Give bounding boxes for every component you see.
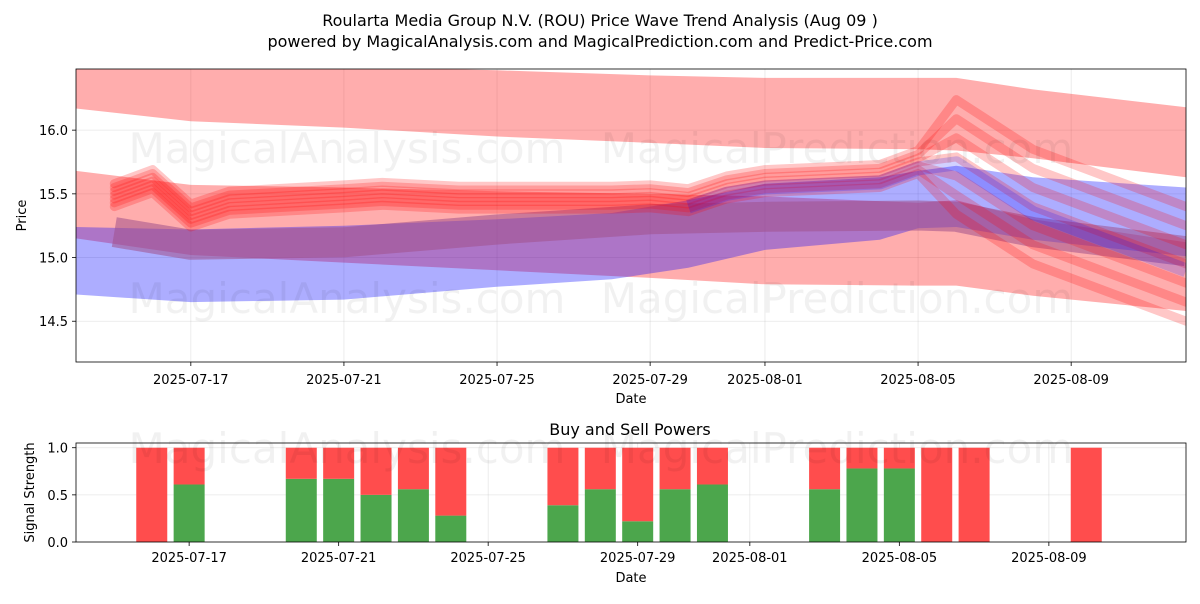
- sell-bar: [696, 447, 728, 485]
- x-tick-label: 2025-07-25: [450, 551, 526, 566]
- sell-bar: [285, 447, 317, 479]
- x-tick-label: 2025-07-17: [153, 373, 229, 388]
- sell-bar: [173, 447, 205, 485]
- y-axis-label: Price: [15, 200, 30, 232]
- trend-line: [109, 152, 1186, 269]
- buy-bar: [397, 489, 429, 542]
- sell-bar: [136, 447, 168, 542]
- sell-bar: [622, 447, 654, 522]
- price-panel: 2025-07-17 2025-07-21 2025-07-25 2025-07-29…: [15, 68, 1187, 407]
- y-tick-label: 14.5: [39, 315, 68, 330]
- sell-bar: [323, 447, 355, 479]
- sell-bar: [360, 447, 392, 495]
- x-tick-label: 2025-08-01: [712, 551, 788, 566]
- sell-bar: [584, 447, 616, 490]
- sell-bar: [809, 447, 841, 490]
- y-axis-label: Signal Strength: [23, 442, 38, 542]
- y-tick-label: 1.0: [47, 442, 68, 457]
- buy-bar: [584, 489, 616, 542]
- buy-bar: [435, 515, 467, 542]
- x-tick-label: 2025-07-21: [306, 373, 382, 388]
- buy-bar: [622, 521, 654, 542]
- watermark-text: MagicalPrediction.com: [601, 424, 1074, 473]
- y-tick-label: 15.0: [39, 252, 68, 267]
- price-bands: [76, 69, 1186, 326]
- x-tick-label: 2025-07-29: [612, 373, 688, 388]
- buy-bar: [285, 478, 317, 542]
- buy-bar: [883, 468, 915, 542]
- y-tick-label: 15.5: [39, 188, 68, 203]
- sell-bar: [659, 447, 691, 490]
- y-tick-label: 0.0: [47, 536, 68, 551]
- red-wave-band: [76, 69, 1186, 178]
- signal-plot-frame: [75, 442, 1187, 543]
- signal-panel: Buy and Sell Powers 2025-07-17 2025-07-21…: [23, 420, 1187, 586]
- y-tick-label: 16.0: [39, 124, 68, 139]
- x-tick-label: 2025-08-09: [1011, 551, 1087, 566]
- mid-wave-band: [111, 200, 1186, 267]
- x-tick-label: 2025-08-05: [880, 373, 956, 388]
- buy-bar: [846, 468, 878, 542]
- watermark-text: MagicalPrediction.com: [601, 124, 1074, 173]
- buy-bar: [809, 489, 841, 542]
- buy-bar: [360, 494, 392, 542]
- trend-line: [109, 165, 1186, 307]
- y-tick-label: 0.5: [47, 489, 68, 504]
- x-axis-label: Date: [615, 571, 646, 586]
- sell-bar: [1070, 447, 1102, 542]
- buy-bar: [323, 478, 355, 542]
- watermark-text: MagicalAnalysis.com: [129, 124, 566, 173]
- trend-line: [109, 114, 1186, 231]
- trend-line: [686, 156, 1186, 277]
- sell-bar: [883, 447, 915, 469]
- price-plot-frame: [75, 68, 1187, 363]
- x-axis-label: Date: [615, 392, 646, 407]
- sell-bar: [397, 447, 429, 490]
- buy-bar: [173, 484, 205, 542]
- buy-bar: [547, 505, 579, 542]
- chart-subtitle: powered by MagicalAnalysis.com and Magic…: [267, 32, 932, 51]
- x-tick-label: 2025-07-25: [459, 373, 535, 388]
- x-tick-label: 2025-07-21: [301, 551, 377, 566]
- sell-bar: [547, 447, 579, 506]
- sell-bar: [846, 447, 878, 469]
- x-tick-label: 2025-07-17: [151, 551, 227, 566]
- x-tick-label: 2025-08-05: [862, 551, 938, 566]
- trend-line: [109, 169, 1186, 326]
- watermark-text: MagicalAnalysis.com: [129, 424, 566, 473]
- sell-bar: [921, 447, 953, 542]
- trend-line: [109, 161, 1186, 288]
- chart-title: Roularta Media Group N.V. (ROU) Price Wa…: [322, 11, 878, 30]
- buy-bar: [659, 489, 691, 542]
- watermark-text: MagicalPrediction.com: [601, 274, 1074, 323]
- signal-panel-title: Buy and Sell Powers: [549, 420, 711, 439]
- buy-bar: [696, 484, 728, 542]
- x-tick-label: 2025-08-01: [727, 373, 803, 388]
- watermark-text: MagicalAnalysis.com: [129, 274, 566, 323]
- x-tick-label: 2025-07-29: [600, 551, 676, 566]
- trend-line: [109, 133, 1186, 250]
- trend-line: [109, 95, 1186, 212]
- sell-bar: [958, 447, 990, 542]
- sell-bar: [435, 447, 467, 516]
- x-tick-label: 2025-08-09: [1033, 373, 1109, 388]
